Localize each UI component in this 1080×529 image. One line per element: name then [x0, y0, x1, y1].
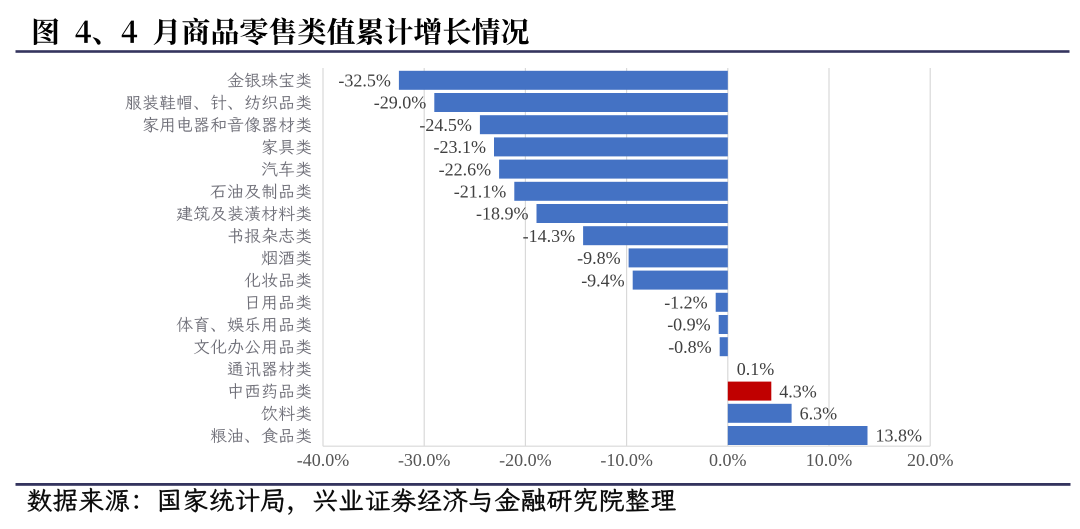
svg-text:-14.3%: -14.3%	[523, 226, 576, 246]
svg-text:-23.1%: -23.1%	[434, 137, 487, 157]
svg-text:0.1%: 0.1%	[737, 359, 775, 379]
svg-text:-9.8%: -9.8%	[577, 248, 621, 268]
svg-text:-30.0%: -30.0%	[398, 450, 451, 470]
svg-text:-40.0%: -40.0%	[297, 450, 350, 470]
svg-text:20.0%: 20.0%	[907, 450, 954, 470]
svg-text:-29.0%: -29.0%	[374, 93, 427, 113]
svg-text:10.0%: 10.0%	[806, 450, 853, 470]
svg-text:13.8%: 13.8%	[876, 426, 923, 446]
svg-text:-10.0%: -10.0%	[600, 450, 653, 470]
svg-text:4.3%: 4.3%	[779, 381, 817, 401]
svg-text:-21.1%: -21.1%	[454, 182, 507, 202]
svg-text:0.0%: 0.0%	[709, 450, 747, 470]
svg-text:-9.4%: -9.4%	[581, 270, 625, 290]
svg-text:-24.5%: -24.5%	[419, 115, 472, 135]
svg-text:-1.2%: -1.2%	[664, 293, 708, 313]
svg-text:-22.6%: -22.6%	[439, 159, 492, 179]
svg-text:-18.9%: -18.9%	[476, 204, 529, 224]
svg-text:-0.9%: -0.9%	[667, 315, 711, 335]
svg-text:6.3%: 6.3%	[800, 404, 838, 424]
svg-text:-32.5%: -32.5%	[338, 71, 391, 91]
svg-text:-20.0%: -20.0%	[499, 450, 552, 470]
svg-text:-0.8%: -0.8%	[668, 337, 712, 357]
